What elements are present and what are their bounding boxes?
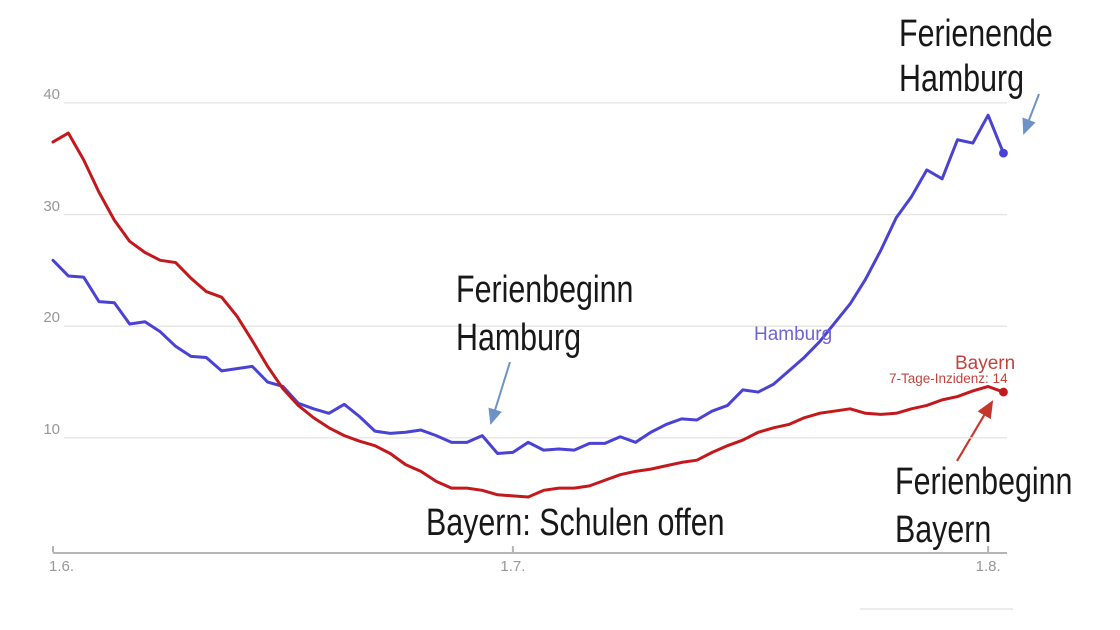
hamburg-line <box>51 113 1005 455</box>
ferienbeginn-bayern-arrow <box>956 400 994 462</box>
annotation-ferienbeginn-hamburg: Ferienbeginn Hamburg <box>456 266 633 362</box>
annotation-line: Ferienbeginn <box>895 461 1073 503</box>
annotation-ferienbeginn-bayern: Ferienbeginn Bayern <box>895 458 1072 554</box>
annotation-line: Ferienende <box>899 13 1053 55</box>
bayern-value-label: 7-Tage-Inzidenz: 14 <box>889 371 1008 386</box>
x-axis-label: 1.7. <box>500 558 526 575</box>
hamburg-end-dot <box>999 148 1008 158</box>
annotation-line: Bayern <box>895 509 992 551</box>
x-axis-label: 1.6. <box>49 558 75 575</box>
x-axis-label: 1.8. <box>975 558 1001 575</box>
annotation-line: Ferienbeginn <box>456 269 634 311</box>
y-axis-label: 30 <box>43 197 60 215</box>
annotation-line: Hamburg <box>899 58 1025 100</box>
bayern-end-dot <box>999 387 1008 397</box>
hamburg-series-label: Hamburg <box>754 324 833 345</box>
ferienbeginn-hamburg-arrow <box>488 361 511 425</box>
annotation-line: Hamburg <box>456 317 582 359</box>
bayern-series-label: Bayern <box>955 353 1016 374</box>
y-axis-label: 40 <box>43 85 60 103</box>
bayern-line <box>51 131 1005 499</box>
annotation-ferienende-hamburg: Ferienende Hamburg <box>899 12 1053 102</box>
annotation-bayern-schulen-offen: Bayern: Schulen offen <box>426 499 725 547</box>
y-axis-label: 10 <box>43 420 60 438</box>
annotation-line: Bayern: Schulen offen <box>426 502 725 544</box>
y-axis-label: 20 <box>43 309 60 327</box>
ferienende-hamburg-arrow <box>1022 93 1040 135</box>
